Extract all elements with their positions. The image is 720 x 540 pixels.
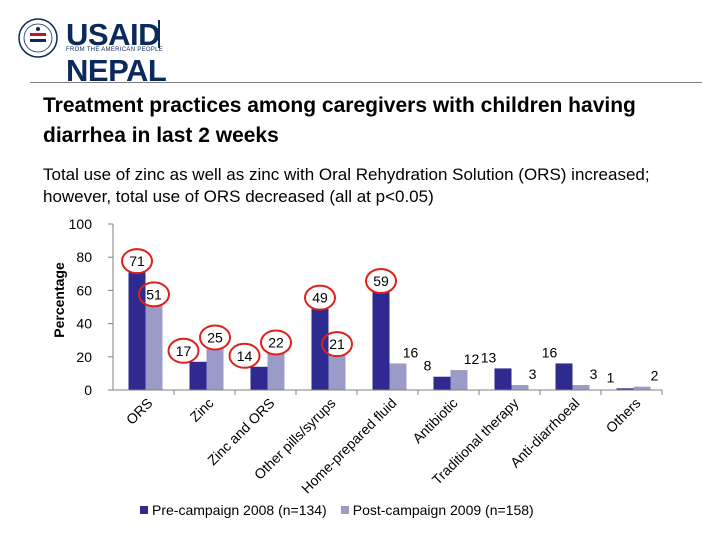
data-label-pre: 17 <box>176 343 192 359</box>
usaid-seal-icon <box>18 18 58 58</box>
bar-pre <box>311 308 329 390</box>
highlight-circle <box>321 331 353 358</box>
highlight-circle <box>138 281 170 308</box>
data-label-pre: 8 <box>424 358 432 374</box>
legend-swatch-post <box>340 506 349 514</box>
highlight-circle <box>121 248 153 275</box>
slide-subtitle: Total use of zinc as well as zinc with O… <box>43 165 650 206</box>
y-tick-label: 20 <box>76 349 92 365</box>
y-axis-label: Percentage <box>51 262 67 338</box>
highlight-circle <box>365 268 397 295</box>
data-label-post: 21 <box>329 336 345 352</box>
logo-tagline: FROM THE AMERICAN PEOPLE <box>66 47 164 53</box>
bar-pre <box>433 376 451 390</box>
data-label-pre: 49 <box>312 290 328 306</box>
data-label-pre: 16 <box>542 344 558 360</box>
data-label-pre: 13 <box>481 349 497 365</box>
bar-pre <box>494 368 512 390</box>
y-tick-label: 60 <box>76 282 92 298</box>
bar-post <box>450 370 468 390</box>
y-tick-label: 40 <box>76 316 92 332</box>
y-tick-label: 80 <box>76 249 92 265</box>
data-label-pre: 59 <box>373 273 389 289</box>
highlight-circle <box>167 337 200 364</box>
bar-pre <box>189 361 207 390</box>
data-label-post: 12 <box>464 351 480 367</box>
data-label-pre: 1 <box>607 369 615 385</box>
legend-swatch-pre <box>140 506 148 514</box>
x-tick-label: ORS <box>123 395 156 428</box>
bar-post <box>389 363 407 390</box>
highlight-circle <box>199 324 231 351</box>
data-label-post: 22 <box>268 334 284 350</box>
data-label-post: 16 <box>403 344 419 360</box>
y-tick-label: 100 <box>69 216 93 232</box>
highlight-circle <box>304 284 336 311</box>
data-label-post: 51 <box>146 286 162 302</box>
bar-pre <box>250 366 268 390</box>
legend-label-pre: Pre-campaign 2008 (n=134) <box>152 502 327 518</box>
data-label-pre: 71 <box>129 253 145 269</box>
logo-divider <box>158 20 160 48</box>
x-tick-label: Zinc <box>187 395 217 425</box>
data-label-post: 3 <box>590 366 598 382</box>
x-tick-label: Others <box>603 395 644 436</box>
bar-pre <box>616 388 634 390</box>
bar-post <box>145 305 163 390</box>
header-rule <box>30 82 702 83</box>
y-tick-label: 0 <box>84 382 92 398</box>
bar-pre <box>128 272 146 390</box>
legend-label-post: Post-campaign 2009 (n=158) <box>352 502 534 518</box>
chart-legend: Pre-campaign 2008 (n=134) Post-campaign … <box>140 502 548 518</box>
highlight-circle <box>228 342 261 369</box>
data-label-post: 2 <box>651 368 659 384</box>
data-label-post: 3 <box>529 366 537 382</box>
slide-title: Treatment practices among caregivers wit… <box>43 94 636 147</box>
legend-item-pre: Pre-campaign 2008 (n=134) <box>140 502 327 518</box>
legend-item-post: Post-campaign 2009 (n=158) <box>340 502 534 518</box>
bar-pre <box>372 292 390 390</box>
bar-post <box>511 385 529 390</box>
bar-post <box>328 355 346 390</box>
highlight-circle <box>260 329 292 356</box>
x-tick-label: Antibiotic <box>409 395 460 446</box>
data-label-post: 25 <box>207 330 223 346</box>
bar-post <box>633 386 651 390</box>
bar-post <box>206 348 224 390</box>
bar-pre <box>555 363 573 390</box>
data-label-pre: 14 <box>237 348 253 364</box>
bar-post <box>267 353 285 390</box>
bar-post <box>572 385 590 390</box>
